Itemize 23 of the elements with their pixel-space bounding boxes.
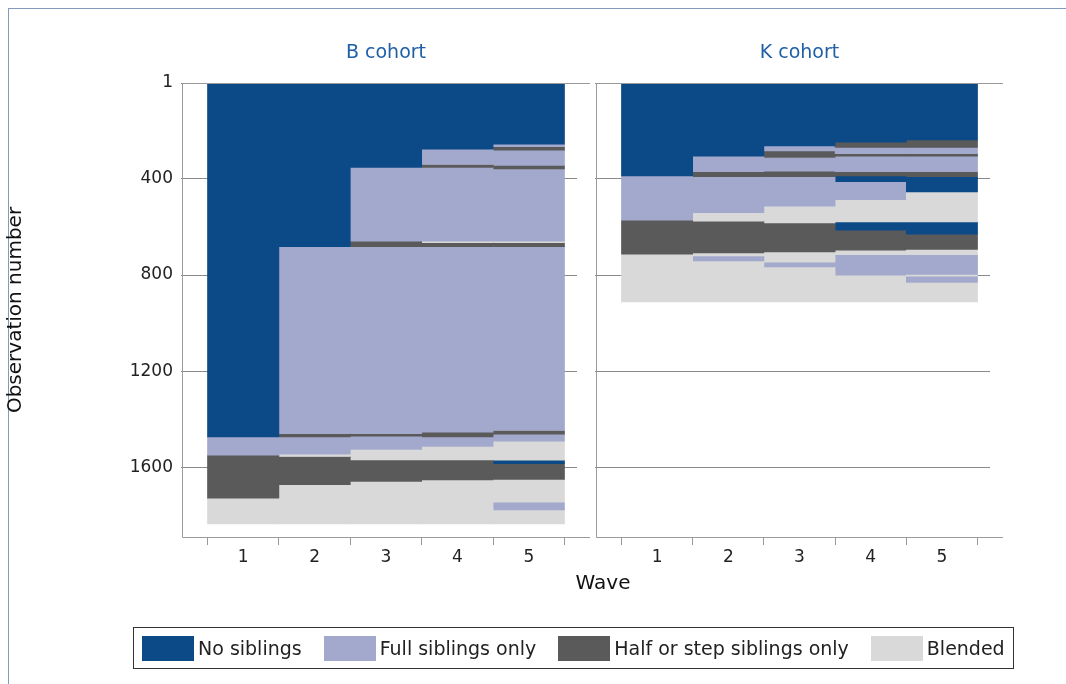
legend-label: Blended [926, 637, 1005, 659]
x-tick-label: 1 [651, 545, 663, 566]
x-tick-label: 2 [309, 545, 321, 566]
y-axis-title: Observation number [2, 206, 27, 414]
x-tick-label: 4 [451, 545, 463, 566]
y-tick-label: 1 [162, 71, 173, 92]
y-tick-label: 1200 [129, 359, 173, 380]
x-tick-label: 5 [936, 545, 948, 566]
x-tick-label: 5 [523, 545, 535, 566]
legend-label: Full siblings only [379, 637, 537, 659]
chart-title: B cohort [344, 40, 428, 62]
x-tick-label: 3 [380, 545, 392, 566]
y-tick-label: 400 [140, 167, 173, 188]
x-tick-label: 3 [794, 545, 805, 566]
y-tick-label: 800 [140, 263, 173, 284]
legend-label: No siblings [198, 637, 302, 659]
y-tick-label: 1600 [129, 455, 173, 476]
x-tick-label: 4 [865, 545, 877, 566]
x-tick-label: 2 [722, 545, 734, 566]
x-axis-title: Wave [574, 570, 632, 594]
x-tick-label: 1 [237, 545, 249, 566]
legend-label: Half or step siblings only [614, 637, 849, 659]
chart-title: K cohort [758, 40, 841, 62]
